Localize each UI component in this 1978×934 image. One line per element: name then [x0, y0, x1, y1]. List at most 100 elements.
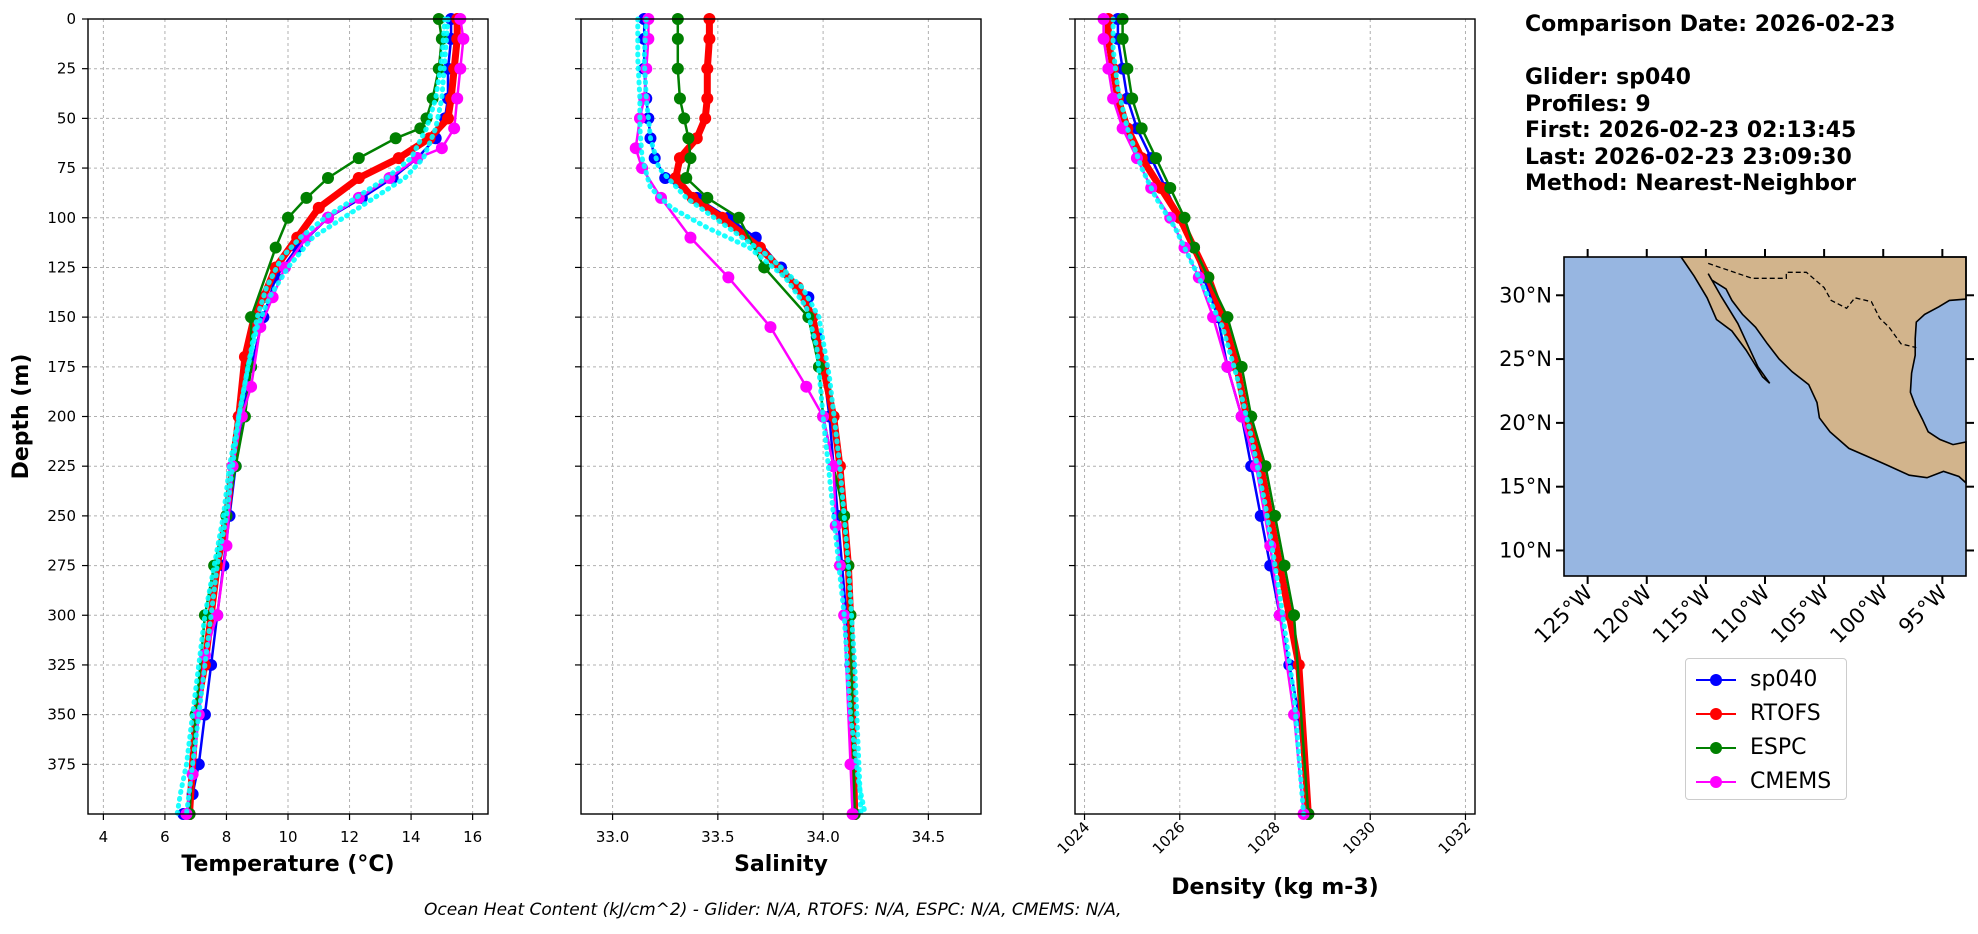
us-mexico-border [1707, 262, 1917, 349]
legend-item-sp040: sp040 [1696, 665, 1846, 695]
lon-label: 100°W [1825, 580, 1893, 648]
data-point-espc [1188, 241, 1201, 254]
data-point-espc [389, 132, 402, 145]
legend-label: RTOFS [1750, 701, 1821, 726]
x-tick-label: 33.5 [701, 828, 734, 846]
data-point-espc [1235, 360, 1248, 373]
glider-name: Glider: sp040 [1525, 65, 1691, 90]
data-point-rtofs [703, 32, 716, 45]
series-line-profile-4 [635, 16, 868, 817]
y-tick-label: 75 [57, 159, 76, 177]
y-tick-label: 50 [57, 109, 76, 127]
data-point-rtofs [701, 92, 714, 105]
y-tick-label: 125 [47, 258, 76, 276]
data-point-rtofs [673, 152, 686, 165]
comparison-date: Comparison Date: 2026-02-23 [1525, 12, 1896, 37]
data-point-espc [684, 152, 697, 165]
y-tick-label: 350 [47, 706, 76, 724]
data-point-espc [352, 152, 365, 165]
map-inset: 30°N 25°N 20°N 15°N 10°N 125°W120°W115°W110°W… [1499, 249, 1974, 648]
profiles-count: Profiles: 9 [1525, 91, 1651, 117]
x-axis-label: Temperature (°C) [181, 852, 394, 877]
x-axis-label: Density (kg m-3) [1171, 875, 1379, 900]
ocean-heat-content-note: Ocean Heat Content (kJ/cm^2) - Glider: N… [424, 900, 1122, 920]
x-tick-label: 34.5 [912, 828, 945, 846]
x-tick-label: 16 [463, 828, 482, 846]
data-point-espc [1259, 460, 1272, 473]
legend-item-espc: ESPC [1696, 733, 1846, 763]
x-tick-label: 33.0 [596, 828, 629, 846]
lat-label: 25°N [1499, 347, 1552, 371]
data-point-espc [1278, 559, 1291, 572]
series-line-profile-4 [174, 16, 448, 817]
x-tick-label: 1030 [1339, 818, 1379, 858]
lat-label: 10°N [1499, 538, 1552, 562]
data-point-espc [682, 132, 695, 145]
x-tick-label: 1032 [1435, 818, 1475, 858]
data-point-espc [1126, 92, 1139, 105]
y-tick-label: 100 [47, 209, 76, 227]
data-point-espc [1221, 311, 1234, 324]
panel-0: 4 6 8 10 12 14 16 0 25 50 75 100 125 150 175 200 225 250 2… [9, 10, 489, 877]
data-point-espc [1202, 271, 1215, 284]
panel-1: 33.0 33.5 34.0 34.5 Salinity [575, 13, 982, 877]
data-point-cmems [684, 231, 697, 244]
data-point-rtofs [699, 112, 712, 125]
panel-2: 1024 1026 1028 1030 1032 Density (kg m-3) [1054, 13, 1476, 900]
y-tick-label: 150 [47, 308, 76, 326]
data-point-espc [245, 311, 258, 324]
data-point-cmems [722, 271, 735, 284]
y-tick-label: 25 [57, 60, 76, 78]
legend-marker [1710, 674, 1722, 686]
data-point-espc [269, 241, 282, 254]
data-point-espc [680, 172, 693, 184]
data-point-cmems [457, 32, 470, 45]
data-point-cmems [435, 142, 448, 155]
method: Method: Nearest-Neighbor [1525, 171, 1856, 196]
legend-marker [1710, 742, 1722, 754]
x-tick-label: 4 [99, 828, 109, 846]
data-point-rtofs [312, 201, 325, 214]
info-text-block: Comparison Date: 2026-02-23 Glider: sp040… [1525, 12, 1895, 198]
data-point-espc [322, 172, 334, 184]
data-point-cmems [1107, 92, 1120, 105]
first-time: First: 2026-02-23 02:13:45 [1525, 118, 1857, 143]
legend-item-cmems: CMEMS [1696, 767, 1846, 797]
data-point-espc [1135, 122, 1148, 135]
legend-label: ESPC [1750, 735, 1807, 760]
legend-label: sp040 [1750, 667, 1818, 692]
data-point-espc [671, 32, 684, 45]
y-tick-label: 225 [47, 457, 76, 475]
data-point-espc [282, 211, 294, 224]
data-point-espc [1269, 509, 1281, 522]
data-point-espc [671, 62, 684, 75]
x-tick-label: 6 [160, 828, 170, 846]
legend-marker [1710, 708, 1722, 720]
y-tick-label: 325 [47, 656, 76, 674]
data-point-cmems [1097, 32, 1110, 45]
data-point-cmems [800, 380, 813, 393]
x-axis-label: Salinity [734, 852, 828, 877]
lon-label: 95°W [1894, 580, 1952, 638]
data-point-espc [701, 191, 714, 204]
data-point-espc [1116, 32, 1129, 45]
data-point-cmems [764, 321, 777, 334]
y-tick-label: 200 [47, 408, 76, 426]
x-tick-label: 10 [278, 828, 297, 846]
data-point-rtofs [352, 172, 365, 184]
y-tick-label: 175 [47, 358, 76, 376]
x-tick-label: 14 [402, 828, 421, 846]
y-tick-label: 250 [47, 507, 76, 525]
data-point-espc [414, 122, 427, 135]
data-point-espc [1288, 609, 1301, 622]
lon-label: 110°W [1707, 580, 1775, 648]
data-point-rtofs [392, 152, 405, 165]
data-point-cmems [300, 231, 313, 244]
data-point-cmems [454, 62, 467, 75]
legend-label: CMEMS [1750, 769, 1832, 794]
y-tick-label: 275 [47, 557, 76, 575]
series-line-profile-5 [184, 16, 451, 817]
series-line-profile-5 [641, 16, 864, 817]
x-tick-label: 1026 [1149, 818, 1189, 858]
map-frame [1563, 256, 1967, 577]
